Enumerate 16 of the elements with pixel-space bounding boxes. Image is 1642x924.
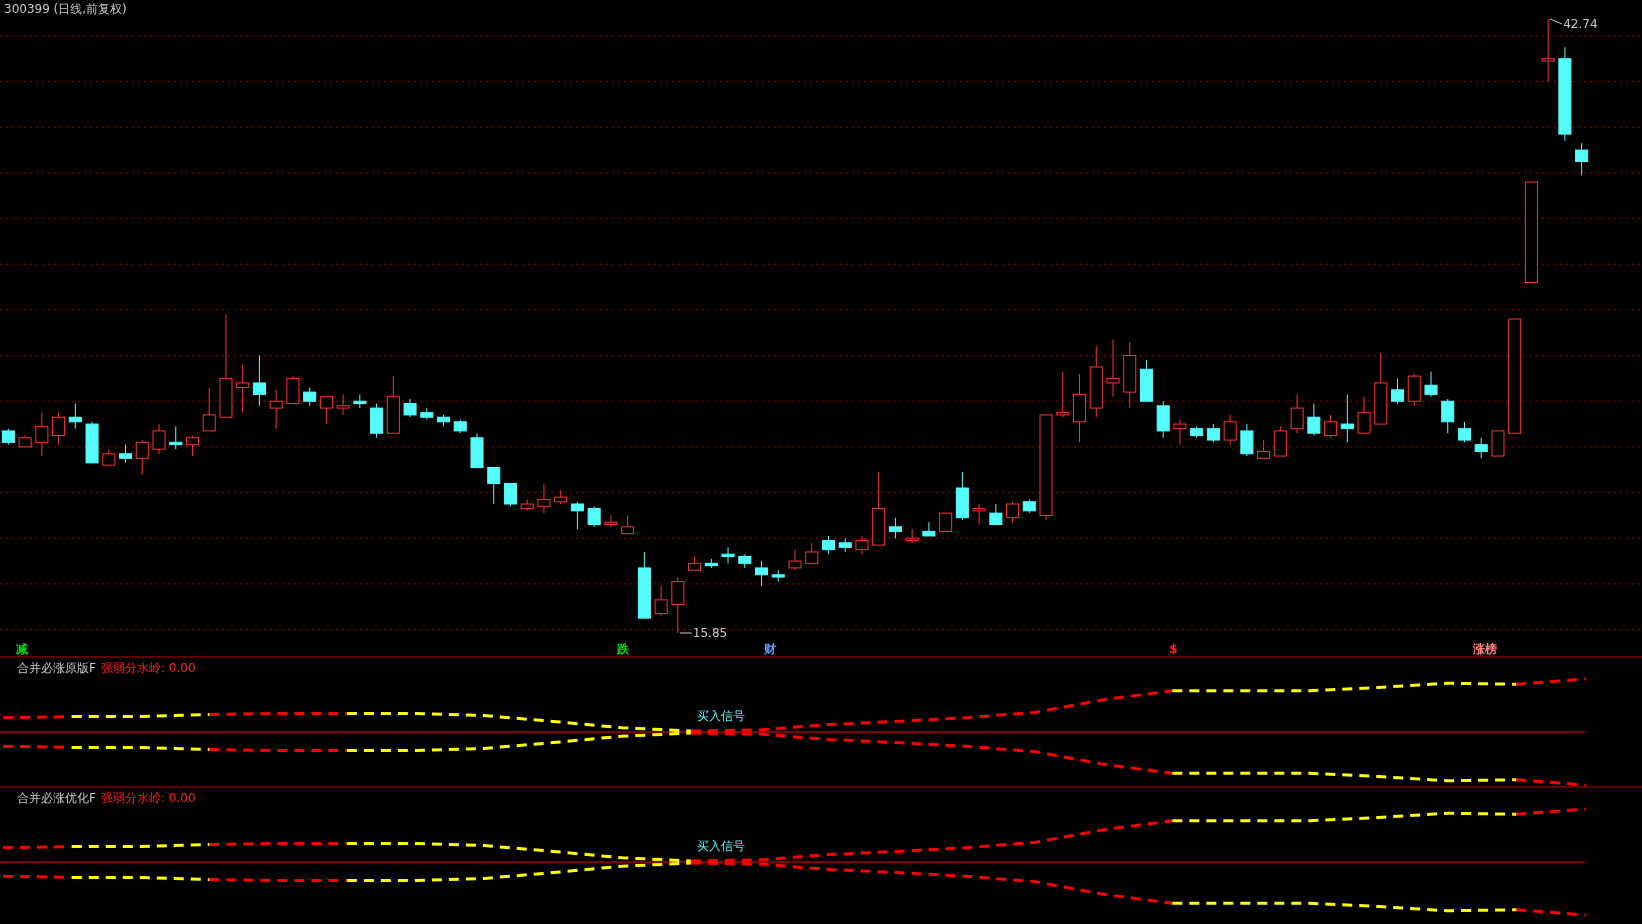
marker-label: 财	[763, 642, 776, 656]
marker-label: $	[1169, 642, 1178, 656]
marker-label: 涨榜	[1473, 642, 1498, 656]
title: 合并必涨优化F	[17, 791, 96, 805]
annotation: 42.74	[1563, 17, 1598, 31]
annotation: 15.85	[679, 626, 728, 640]
subtitle: 强弱分水岭: 0.00	[101, 791, 196, 805]
annotation: 42.74	[1549, 17, 1598, 31]
annotation: 买入信号	[696, 839, 745, 853]
title: 合并必涨原版F	[17, 661, 96, 675]
annotation: 买入信号	[696, 709, 745, 723]
title: 300399 (日线,前复权)	[4, 2, 127, 16]
marker-label: 跌	[617, 642, 630, 656]
subtitle: 强弱分水岭: 0.00	[101, 661, 196, 675]
marker-label: 减	[16, 642, 29, 656]
annotation: 15.85	[692, 626, 728, 640]
